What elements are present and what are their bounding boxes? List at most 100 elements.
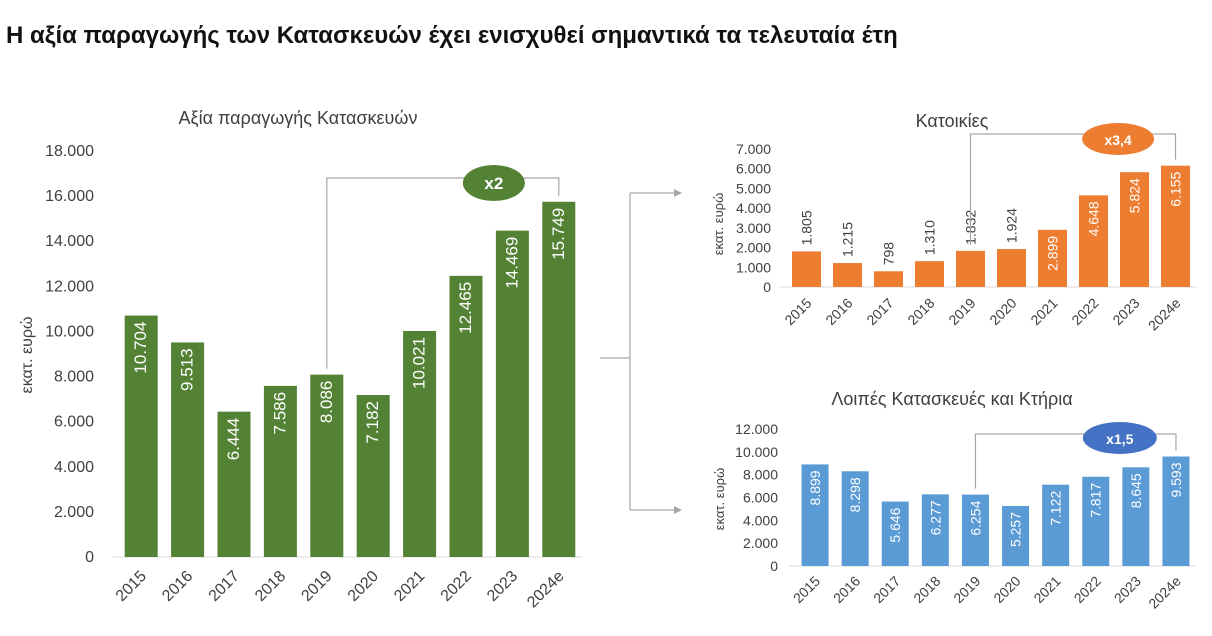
x-tick-label: 2018	[910, 573, 943, 606]
x-tick-label: 2021	[1030, 573, 1063, 606]
y-tick-label: 8.000	[54, 369, 94, 386]
x-tick-label: 2017	[870, 573, 903, 606]
y-tick-label: 2.000	[743, 535, 778, 551]
x-tick-label: 2015	[781, 295, 814, 328]
y-tick-label: 10.000	[45, 323, 94, 340]
bar-2022	[449, 275, 483, 557]
bar-2024e	[1161, 165, 1190, 287]
x-tick-label: 2017	[206, 568, 243, 605]
y-tick-label: 3.000	[736, 220, 771, 236]
x-tick-label: 2024e	[1145, 295, 1184, 334]
y-tick-label: 8.000	[743, 467, 778, 483]
x-tick-label: 2015	[790, 573, 823, 606]
chart-title: Κατοικίες	[916, 111, 989, 131]
x-tick-label: 2021	[391, 568, 428, 605]
y-tick-label: 18.000	[45, 143, 94, 160]
y-tick-label: 16.000	[45, 188, 94, 205]
bar-2023	[1120, 172, 1149, 287]
data-label-2017: 798	[881, 242, 897, 266]
growth-bracket	[969, 133, 1177, 245]
page-headline: Η αξία παραγωγής των Κατασκευών έχει ενι…	[6, 22, 898, 49]
x-tick-label: 2024e	[524, 568, 568, 612]
data-label-2020: 1.924	[1004, 208, 1020, 243]
arrowhead-top	[674, 189, 682, 197]
y-tick-label: 7.000	[736, 141, 771, 157]
bar-2020	[1002, 505, 1030, 566]
bar-2024e	[542, 201, 576, 557]
data-label-2024e: 6.155	[1168, 171, 1184, 206]
bar-2015	[792, 251, 821, 287]
growth-badge	[1082, 422, 1157, 454]
bar-2021	[1042, 484, 1070, 566]
growth-badge-text: x1,5	[1106, 431, 1133, 447]
bar-2020	[356, 395, 390, 557]
bar-2018	[915, 261, 944, 287]
bar-2018	[263, 385, 297, 557]
bar-2024e	[1162, 456, 1190, 566]
y-tick-label: 12.000	[735, 421, 778, 437]
y-tick-label: 0	[763, 279, 771, 295]
bar-2019	[310, 374, 344, 557]
x-tick-label: 2023	[1111, 573, 1144, 606]
data-label-2023: 14.469	[502, 237, 521, 289]
x-tick-label: 2019	[945, 295, 978, 328]
bar-2016	[171, 342, 205, 557]
y-axis-label: εκατ. ευρώ	[19, 317, 36, 394]
data-label-2018: 1.310	[922, 220, 938, 255]
chart-housing: Κατοικίες εκατ. ευρώ 0 1.000 2.000 3.000 4.000…	[711, 111, 1196, 334]
data-label-2021: 2.899	[1045, 236, 1061, 271]
growth-badge-text: x2	[484, 174, 503, 193]
data-label-2018: 6.277	[927, 500, 943, 535]
y-tick-label: 4.000	[54, 459, 94, 476]
y-axis-label: εκατ. ευρώ	[712, 468, 727, 530]
bar-2017	[217, 411, 251, 557]
data-label-2023: 5.824	[1127, 178, 1143, 213]
x-tick-label: 2017	[863, 295, 896, 328]
data-label-2019: 6.254	[967, 500, 983, 535]
bar-2020	[997, 249, 1026, 287]
bar-2016	[833, 263, 862, 287]
x-tick-label: 2022	[438, 568, 475, 605]
bar-2016	[841, 471, 869, 566]
growth-badge-text: x3,4	[1104, 132, 1131, 148]
growth-badge	[462, 165, 525, 201]
x-tick-label: 2015	[113, 568, 150, 605]
x-tick-label: 2023	[484, 568, 521, 605]
data-label-2015: 10.704	[131, 322, 150, 374]
data-label-2020: 7.182	[363, 401, 382, 444]
data-label-2016: 9.513	[178, 348, 197, 391]
y-tick-label: 4.000	[736, 200, 771, 216]
y-tick-label: 6.000	[743, 490, 778, 506]
x-tick-label: 2016	[830, 573, 863, 606]
x-tick-label: 2022	[1068, 295, 1101, 328]
y-tick-label: 2.000	[54, 504, 94, 521]
x-tick-label: 2019	[298, 568, 335, 605]
data-label-2015: 1.805	[799, 210, 815, 245]
y-tick-label: 2.000	[736, 240, 771, 256]
bar-2015	[801, 464, 829, 566]
growth-bracket	[974, 433, 1177, 489]
bar-2019	[961, 494, 989, 566]
x-tick-label: 2019	[950, 573, 983, 606]
data-label-2015: 8.899	[807, 470, 823, 505]
bar-2015	[124, 315, 158, 557]
bar-2023	[1122, 467, 1150, 566]
data-label-2020: 5.257	[1008, 512, 1024, 547]
x-tick-label: 2020	[345, 568, 382, 605]
data-label-2016: 1.215	[840, 222, 856, 257]
bar-2018	[921, 494, 949, 566]
growth-badge	[1082, 123, 1155, 155]
arrowhead-bottom	[674, 506, 682, 514]
data-label-2024e: 9.593	[1168, 462, 1184, 497]
y-tick-label: 12.000	[45, 278, 94, 295]
y-axis-label: εκατ. ευρώ	[711, 193, 726, 255]
bar-2022	[1082, 476, 1110, 566]
data-label-2019: 8.086	[317, 381, 336, 424]
x-tick-label: 2018	[904, 295, 937, 328]
x-tick-label: 2018	[252, 568, 289, 605]
growth-bracket	[326, 177, 560, 369]
bar-2023	[495, 230, 529, 557]
bar-2019	[956, 250, 985, 287]
